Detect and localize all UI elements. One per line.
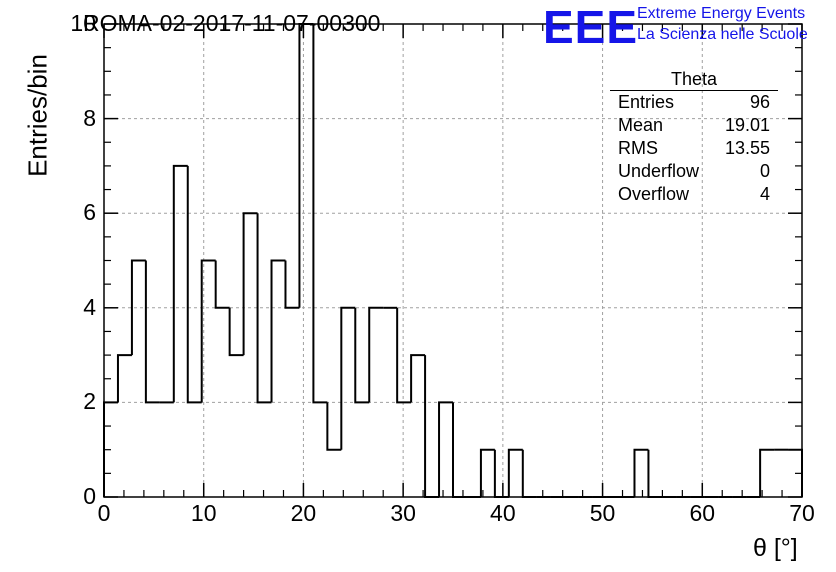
stats-row: Overflow 4 bbox=[610, 183, 778, 206]
histogram-bin bbox=[214, 260, 230, 309]
stats-row-label: Overflow bbox=[618, 184, 690, 204]
stats-row-label: Underflow bbox=[618, 161, 700, 181]
x-tick-label: 60 bbox=[689, 500, 716, 526]
histogram-bin bbox=[270, 259, 286, 403]
histogram-bin bbox=[186, 165, 202, 404]
stats-row-value: 4 bbox=[759, 184, 770, 204]
x-tick-label: 70 bbox=[789, 500, 815, 526]
y-tick-label: 2 bbox=[83, 388, 96, 415]
stats-row-label: Mean bbox=[618, 115, 664, 135]
histogram-series bbox=[103, 23, 803, 498]
logo-caption: Extreme Energy Events La Scienza nelle S… bbox=[637, 3, 808, 45]
logo-caption-line1: Extreme Energy Events bbox=[637, 5, 806, 22]
stats-row-value: 96 bbox=[749, 92, 770, 112]
histogram-bin bbox=[452, 402, 467, 498]
histogram-bin bbox=[144, 260, 160, 404]
eee-logo: EEE bbox=[543, 1, 639, 53]
histogram-bin bbox=[438, 401, 453, 497]
histogram-bin bbox=[521, 449, 537, 498]
histogram-bin bbox=[172, 164, 188, 403]
histogram-bin bbox=[284, 260, 300, 309]
x-tick-label: 40 bbox=[490, 500, 516, 526]
stats-row-value: 19.01 bbox=[724, 115, 770, 135]
stats-row: RMS 13.55 bbox=[610, 137, 778, 160]
histogram-bin bbox=[368, 306, 384, 403]
x-tick-label: 20 bbox=[290, 500, 317, 526]
y-tick-label: 10 bbox=[70, 10, 96, 36]
histogram-bin bbox=[479, 448, 495, 497]
histogram-bin bbox=[228, 307, 244, 357]
y-tick-label: 4 bbox=[83, 293, 96, 320]
histogram-bin bbox=[354, 307, 370, 404]
stats-box: Theta Entries 96 Mean 19.01 RMS 13.55 Underflo… bbox=[610, 68, 778, 206]
histogram-bin bbox=[424, 355, 440, 498]
y-tick-label: 6 bbox=[83, 199, 96, 226]
histogram-bin bbox=[200, 259, 216, 403]
histogram-bin bbox=[312, 24, 328, 404]
stats-row: Entries 96 bbox=[610, 91, 778, 114]
histogram-bin bbox=[242, 212, 258, 356]
stats-title: Theta bbox=[610, 68, 778, 91]
y-tick-label: 0 bbox=[83, 483, 96, 509]
axis-ticks bbox=[103, 23, 803, 498]
chart-title: ROMA-02-2017-11-07-00300 bbox=[83, 10, 381, 36]
x-tick-label: 30 bbox=[390, 500, 416, 526]
histogram-bin bbox=[256, 213, 272, 404]
histogram-bin bbox=[340, 306, 356, 450]
y-axis-label: Entries/bin bbox=[22, 54, 53, 177]
plot-frame bbox=[103, 23, 803, 498]
stats-row: Mean 19.01 bbox=[610, 114, 778, 137]
histogram-bin bbox=[759, 448, 775, 497]
histogram-bin bbox=[116, 354, 132, 403]
logo-caption-line2: La Scienza nelle Scuole bbox=[637, 26, 808, 43]
histogram-bin bbox=[298, 23, 314, 308]
y-tick-label: 8 bbox=[83, 104, 96, 131]
x-tick-label: 50 bbox=[589, 500, 616, 526]
histogram-bin bbox=[633, 448, 649, 497]
x-axis-label: θ [°] bbox=[753, 534, 798, 562]
stats-row-value: 13.55 bbox=[724, 138, 770, 158]
stats-row-label: RMS bbox=[618, 138, 658, 158]
histogram-bin bbox=[326, 402, 342, 451]
stats-row-label: Entries bbox=[618, 92, 675, 112]
stats-rows: Entries 96 Mean 19.01 RMS 13.55 Underflow 0 Over… bbox=[610, 91, 778, 206]
histogram-bin bbox=[410, 354, 426, 403]
histogram-bin bbox=[647, 449, 663, 498]
x-tick-label: 10 bbox=[190, 500, 217, 526]
histogram-bin bbox=[507, 448, 523, 497]
histogram-bin bbox=[130, 259, 146, 356]
stats-row: Underflow 0 bbox=[610, 160, 778, 183]
stats-row-value: 0 bbox=[759, 161, 770, 181]
histogram-bin bbox=[493, 449, 509, 498]
histogram-bin bbox=[396, 307, 412, 404]
x-tick-label: 0 bbox=[97, 500, 111, 526]
